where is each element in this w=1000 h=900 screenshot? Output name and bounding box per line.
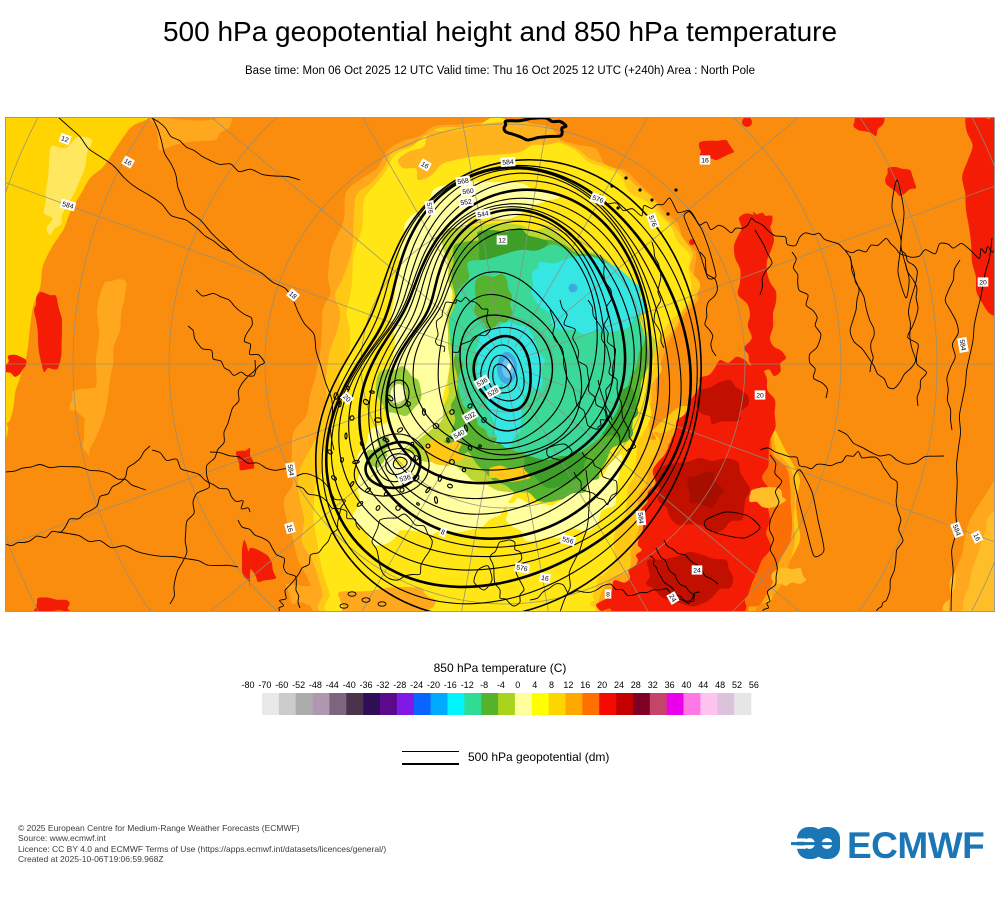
svg-text:576: 576 bbox=[591, 195, 604, 206]
svg-text:576: 576 bbox=[647, 215, 658, 228]
svg-text:560: 560 bbox=[462, 188, 474, 196]
svg-text:536: 536 bbox=[476, 377, 490, 389]
svg-text:44: 44 bbox=[698, 680, 708, 690]
svg-text:584: 584 bbox=[951, 524, 962, 537]
svg-text:584: 584 bbox=[636, 512, 644, 524]
svg-text:16: 16 bbox=[123, 158, 133, 168]
svg-text:40: 40 bbox=[681, 680, 691, 690]
svg-text:16: 16 bbox=[285, 524, 294, 533]
svg-text:544: 544 bbox=[477, 210, 490, 219]
svg-text:56: 56 bbox=[749, 680, 759, 690]
svg-text:12: 12 bbox=[60, 135, 70, 144]
svg-text:-12: -12 bbox=[461, 680, 474, 690]
svg-text:552: 552 bbox=[460, 199, 472, 208]
svg-text:24: 24 bbox=[614, 680, 624, 690]
svg-text:24: 24 bbox=[667, 593, 677, 603]
svg-text:-44: -44 bbox=[326, 680, 339, 690]
svg-text:-8: -8 bbox=[480, 680, 488, 690]
svg-text:-70: -70 bbox=[258, 680, 271, 690]
svg-text:20: 20 bbox=[341, 393, 351, 403]
svg-text:-32: -32 bbox=[376, 680, 389, 690]
svg-text:576: 576 bbox=[425, 202, 434, 215]
svg-text:576: 576 bbox=[516, 564, 529, 573]
svg-text:16: 16 bbox=[420, 161, 430, 171]
svg-text:536: 536 bbox=[399, 474, 412, 484]
svg-text:-48: -48 bbox=[309, 680, 322, 690]
svg-text:ECMWF: ECMWF bbox=[847, 825, 984, 866]
svg-text:16: 16 bbox=[580, 680, 590, 690]
svg-text:-20: -20 bbox=[427, 680, 440, 690]
svg-text:584: 584 bbox=[61, 201, 74, 211]
svg-text:12: 12 bbox=[563, 680, 573, 690]
svg-text:48: 48 bbox=[715, 680, 725, 690]
svg-text:584: 584 bbox=[286, 464, 295, 477]
svg-text:-60: -60 bbox=[275, 680, 288, 690]
svg-text:8: 8 bbox=[440, 529, 446, 537]
svg-text:16: 16 bbox=[701, 157, 709, 164]
svg-text:-24: -24 bbox=[410, 680, 423, 690]
svg-text:12: 12 bbox=[498, 237, 506, 244]
svg-text:532: 532 bbox=[464, 411, 478, 423]
svg-text:-16: -16 bbox=[444, 680, 457, 690]
svg-text:568: 568 bbox=[457, 178, 469, 187]
svg-text:584: 584 bbox=[502, 159, 514, 167]
svg-text:-80: -80 bbox=[241, 680, 254, 690]
svg-text:-4: -4 bbox=[497, 680, 505, 690]
svg-text:8: 8 bbox=[606, 591, 610, 598]
svg-text:4: 4 bbox=[532, 680, 537, 690]
svg-text:20: 20 bbox=[756, 392, 764, 399]
svg-text:528: 528 bbox=[487, 387, 501, 399]
svg-text:20: 20 bbox=[979, 279, 987, 286]
svg-text:32: 32 bbox=[648, 680, 658, 690]
svg-text:8: 8 bbox=[549, 680, 554, 690]
svg-text:20: 20 bbox=[597, 680, 607, 690]
svg-text:36: 36 bbox=[665, 680, 675, 690]
svg-text:-40: -40 bbox=[343, 680, 356, 690]
svg-text:16: 16 bbox=[971, 532, 981, 542]
svg-text:28: 28 bbox=[631, 680, 641, 690]
svg-text:0: 0 bbox=[515, 680, 520, 690]
svg-text:556: 556 bbox=[561, 536, 574, 546]
svg-text:16: 16 bbox=[541, 575, 550, 583]
svg-text:-28: -28 bbox=[393, 680, 406, 690]
svg-text:-36: -36 bbox=[359, 680, 372, 690]
svg-text:52: 52 bbox=[732, 680, 742, 690]
svg-text:24: 24 bbox=[693, 567, 701, 574]
svg-text:18: 18 bbox=[287, 291, 297, 301]
svg-text:-52: -52 bbox=[292, 680, 305, 690]
svg-text:584: 584 bbox=[958, 339, 967, 352]
svg-text:540: 540 bbox=[453, 429, 467, 441]
